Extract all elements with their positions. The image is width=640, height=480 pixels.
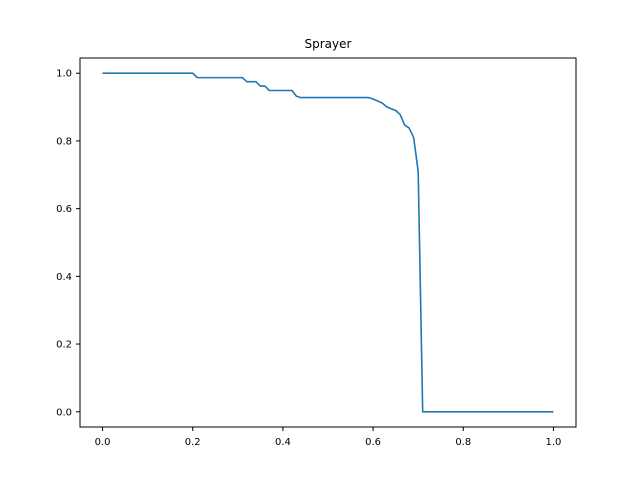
x-tick-label: 0.2 [185, 437, 201, 448]
y-tick-label: 1.0 [56, 69, 72, 80]
y-tick-label: 0.4 [56, 272, 72, 283]
y-tick-label: 0.8 [56, 136, 72, 147]
series-line [102, 72, 554, 413]
plot-area: 0.0 0.2 0.4 0.6 0.8 1.0 0.0 0.2 0.4 0.6 0.8 1.0 [56, 69, 561, 448]
y-tick-label: 0.6 [56, 204, 72, 215]
x-tick-label: 1.0 [546, 437, 562, 448]
chart-title: Sprayer [305, 37, 352, 51]
x-tick-label: 0.0 [95, 437, 111, 448]
x-tick-label: 0.8 [455, 437, 471, 448]
y-tick-label: 0.2 [56, 340, 72, 351]
x-tick-label: 0.4 [275, 437, 291, 448]
x-tick-label: 0.6 [365, 437, 381, 448]
axes-frame [79, 57, 577, 428]
y-tick-label: 0.0 [56, 407, 72, 418]
